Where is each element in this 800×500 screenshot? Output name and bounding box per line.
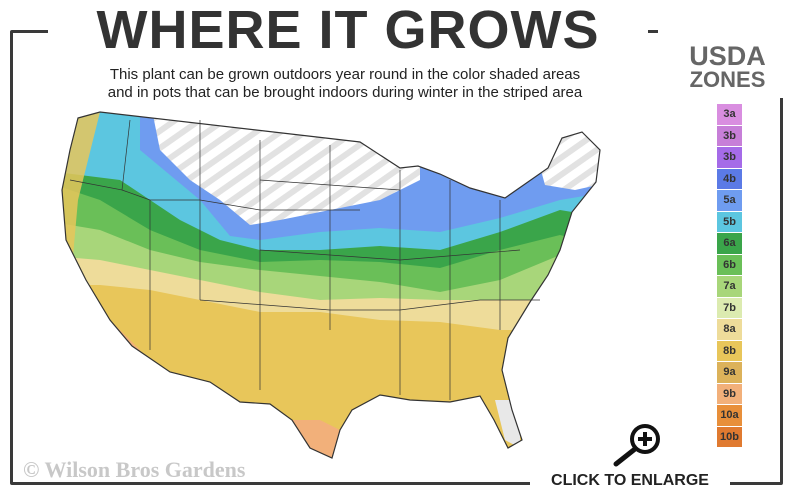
legend-title-line-1: USDA [689, 41, 766, 71]
legend-zone-3b: 3b [717, 147, 742, 168]
zone-legend: 3a 3b 3b 4b 5a 5b 6a 6b 7a 7b 8a 8b 9a 9b 10a 10b [717, 104, 742, 448]
legend-zone-8a: 8a [717, 319, 742, 340]
legend-title-line-2: ZONES [689, 67, 766, 92]
usda-zone-map[interactable] [40, 100, 620, 460]
legend-zone-4b: 4b [717, 168, 742, 189]
legend-zone-9a: 9a [717, 362, 742, 383]
title-backdrop [48, 0, 648, 58]
legend-zone-7a: 7a [717, 276, 742, 297]
legend-zone-6a: 6a [717, 233, 742, 254]
legend-zone-10a: 10a [717, 405, 742, 426]
state-borders [69, 119, 540, 400]
us-outline [61, 111, 601, 459]
legend-zone-8b: 8b [717, 340, 742, 361]
subtitle: This plant can be grown outdoors year ro… [40, 66, 650, 102]
magnifier-plus-icon[interactable] [610, 422, 666, 468]
copyright-watermark: © Wilson Bros Gardens [23, 457, 246, 482]
subtitle-line-1: This plant can be grown outdoors year ro… [109, 66, 581, 83]
legend-zone-6b: 6b [717, 254, 742, 275]
enlarge-backdrop [530, 470, 730, 500]
legend-zone-10b: 10b [717, 426, 742, 447]
legend-zone-9b: 9b [717, 383, 742, 404]
legend-zone-7b: 7b [717, 297, 742, 318]
legend-zone-5b: 5b [717, 211, 742, 232]
page-title: WHERE IT GROWS [96, 0, 600, 60]
legend-zone-5a: 5a [717, 190, 742, 211]
subtitle-line-2: and in pots that can be brought indoors … [107, 84, 583, 101]
legend-zone-3a: 3a [717, 104, 742, 125]
click-to-enlarge-button[interactable]: CLICK TO ENLARGE [551, 472, 709, 489]
legend-zone-3b: 3b [717, 125, 742, 146]
legend-backdrop [658, 18, 793, 98]
legend-title: USDA ZONES [660, 41, 795, 92]
